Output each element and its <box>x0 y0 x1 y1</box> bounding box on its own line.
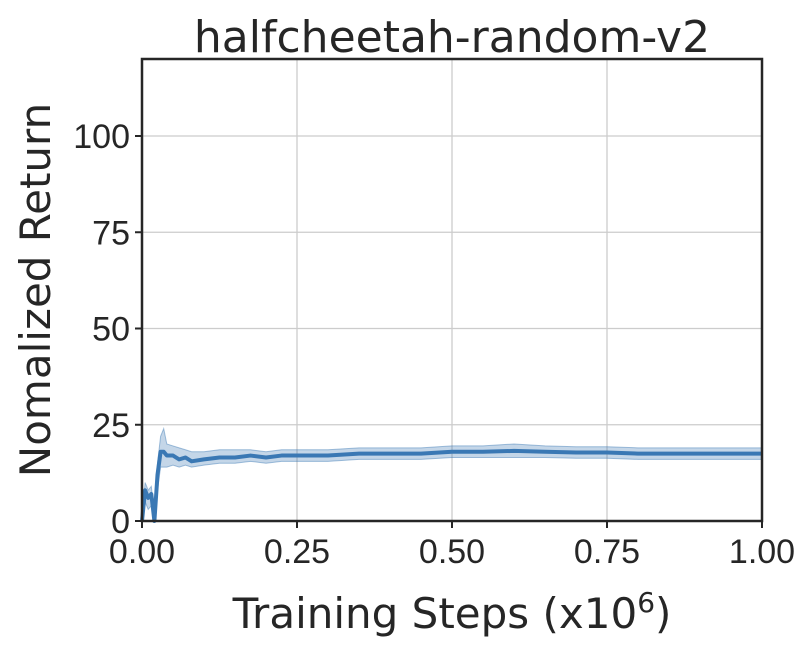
grid <box>142 59 762 521</box>
y-tick-label: 100 <box>73 118 130 156</box>
y-tick-label: 0 <box>111 503 130 541</box>
chart-title: halfcheetah-random-v2 <box>194 12 710 63</box>
x-tick-label: 0.50 <box>419 533 485 571</box>
tick-layer: 0.00 0.25 0.50 0.75 1.00 0 25 50 75 100 <box>73 118 795 571</box>
x-axis-label: Training Steps (x106) <box>232 586 672 638</box>
x-tick-label: 0.25 <box>264 533 330 571</box>
series-line <box>140 448 762 523</box>
x-tick-label: 0.75 <box>574 533 640 571</box>
y-tick-label: 25 <box>92 407 130 445</box>
x-axis-label-text: Training Steps (x10 <box>232 589 638 638</box>
series-line-layer <box>140 448 762 523</box>
x-tick-label: 1.00 <box>729 533 795 571</box>
x-axis-label-exponent: 6 <box>637 586 655 619</box>
y-tick-label: 50 <box>92 311 130 349</box>
y-tick-label: 75 <box>92 214 130 252</box>
x-tick-label: 0.00 <box>109 533 175 571</box>
y-axis-label: Nomalized Return <box>11 103 60 477</box>
x-axis-label-suffix: ) <box>655 589 671 638</box>
